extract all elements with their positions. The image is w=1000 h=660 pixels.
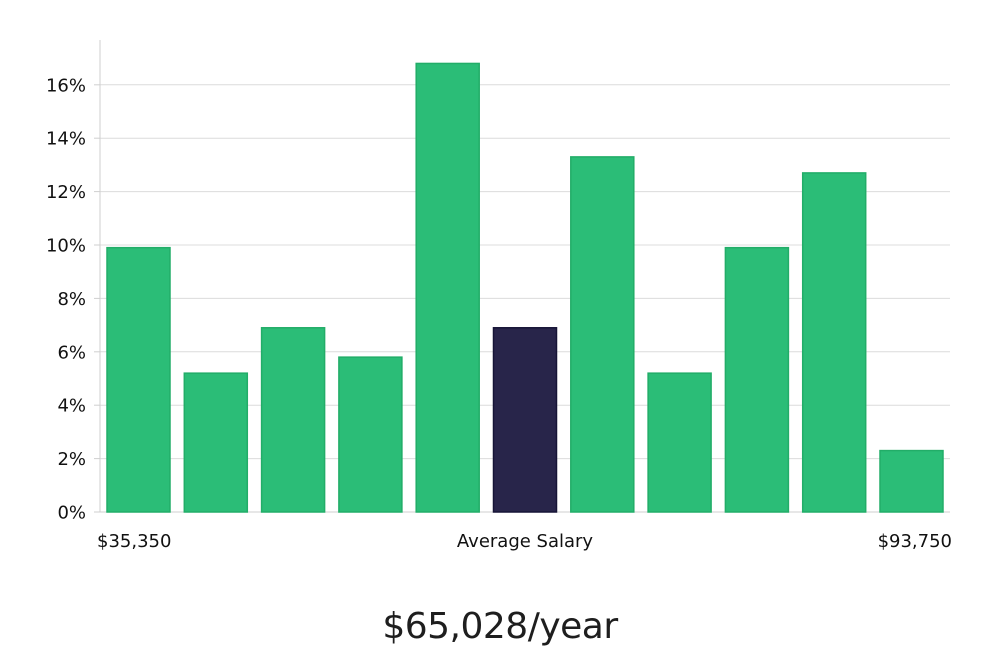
average-salary-value: $65,028/year (382, 606, 618, 647)
y-tick-label: 12% (46, 182, 86, 203)
salary-histogram: 0% 2% 4% 6% 8% 10% 12% 14% 16% $35,350 Average S… (46, 40, 952, 552)
bar (879, 449, 944, 513)
y-tick-label: 8% (57, 289, 86, 310)
y-tick-label: 6% (57, 342, 86, 363)
y-tick-label: 10% (46, 236, 86, 257)
y-tick-label: 2% (57, 449, 86, 470)
bar (183, 372, 249, 513)
bars (106, 62, 944, 513)
x-label-average-salary: Average Salary (457, 531, 594, 552)
y-tick-label: 16% (46, 75, 86, 96)
x-label-max-salary: $93,750 (878, 531, 952, 552)
bar (647, 372, 712, 513)
bar (106, 246, 171, 513)
bar (415, 62, 480, 513)
bar (724, 246, 790, 513)
bar (570, 156, 635, 513)
bar (801, 172, 867, 513)
bar-average-salary (492, 327, 558, 513)
x-label-min-salary: $35,350 (97, 531, 171, 552)
bar (338, 356, 403, 513)
y-tick-label: 14% (46, 129, 86, 150)
y-tick-label: 0% (57, 503, 86, 524)
bar (260, 327, 326, 513)
y-tick-label: 4% (57, 396, 86, 417)
y-axis-ticks: 0% 2% 4% 6% 8% 10% 12% 14% 16% (46, 75, 100, 524)
